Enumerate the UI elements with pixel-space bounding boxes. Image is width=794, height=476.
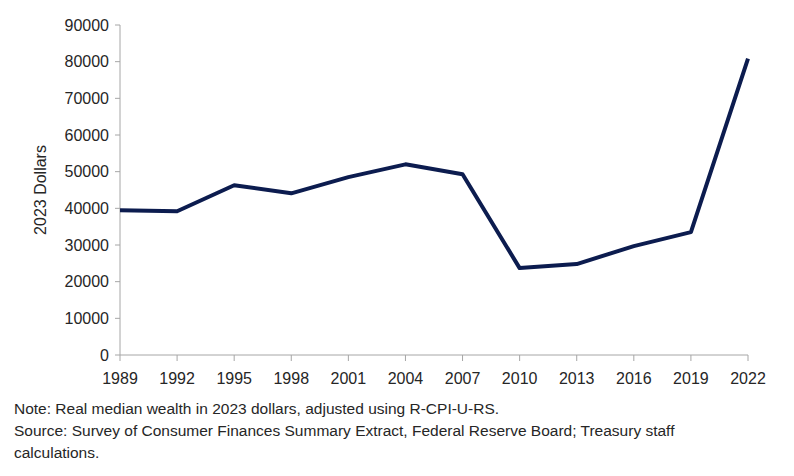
y-axis-label: 2023 Dollars: [32, 145, 49, 235]
y-tick: [115, 135, 120, 136]
plot-area: [120, 59, 748, 268]
y-tick: [115, 245, 120, 246]
y-tick-label: 80000: [65, 53, 110, 70]
y-tick: [115, 355, 120, 356]
y-tick: [115, 61, 120, 62]
y-tick: [115, 98, 120, 99]
chart-container: 0 10000 20000 30000 40000 50000 60000 70000 8000…: [0, 0, 794, 476]
data-line: [120, 59, 748, 268]
x-tick: [348, 355, 349, 361]
x-tick-label: 2016: [616, 370, 652, 387]
x-tick: [519, 355, 520, 361]
y-axis-line: [120, 25, 121, 355]
y-tick: [115, 318, 120, 319]
y-tick: [115, 208, 120, 209]
y-tick-label: 60000: [65, 127, 110, 144]
x-tick: [177, 355, 178, 361]
x-tick-label: 1992: [159, 370, 195, 387]
x-tick-label: 1995: [216, 370, 252, 387]
y-tick-label: 30000: [65, 237, 110, 254]
x-tick: [120, 355, 121, 361]
note-text: Note: Real median wealth in 2023 dollars…: [14, 400, 499, 417]
x-tick-label: 2001: [331, 370, 367, 387]
x-tick-label: 1998: [273, 370, 309, 387]
y-tick: [115, 281, 120, 282]
x-tick-label: 1989: [102, 370, 138, 387]
chart-svg: 0 10000 20000 30000 40000 50000 60000 70000 8000…: [0, 0, 794, 476]
x-tick: [576, 355, 577, 361]
y-tick-label: 50000: [65, 163, 110, 180]
x-tick: [748, 355, 749, 361]
x-tick: [633, 355, 634, 361]
x-tick: [291, 355, 292, 361]
x-tick: [234, 355, 235, 361]
y-tick-label: 90000: [65, 17, 110, 34]
y-tick-label: 40000: [65, 200, 110, 217]
x-tick: [405, 355, 406, 361]
x-tick-label: 2019: [673, 370, 709, 387]
x-tick-label: 2007: [445, 370, 481, 387]
note-text: Source: Survey of Consumer Finances Summ…: [14, 422, 675, 439]
x-axis-line: [120, 355, 748, 356]
y-tick: [115, 171, 120, 172]
y-tick: [115, 25, 120, 26]
y-tick-label: 0: [100, 347, 109, 364]
y-tick-label: 10000: [65, 310, 110, 327]
x-tick-label: 2013: [559, 370, 595, 387]
x-tick-label: 2004: [388, 370, 424, 387]
x-tick-label: 2010: [502, 370, 538, 387]
x-tick: [462, 355, 463, 361]
x-tick-label: 2022: [730, 370, 766, 387]
y-tick-label: 70000: [65, 90, 110, 107]
note-text: calculations.: [14, 444, 99, 461]
y-tick-label: 20000: [65, 273, 110, 290]
x-tick: [690, 355, 691, 361]
